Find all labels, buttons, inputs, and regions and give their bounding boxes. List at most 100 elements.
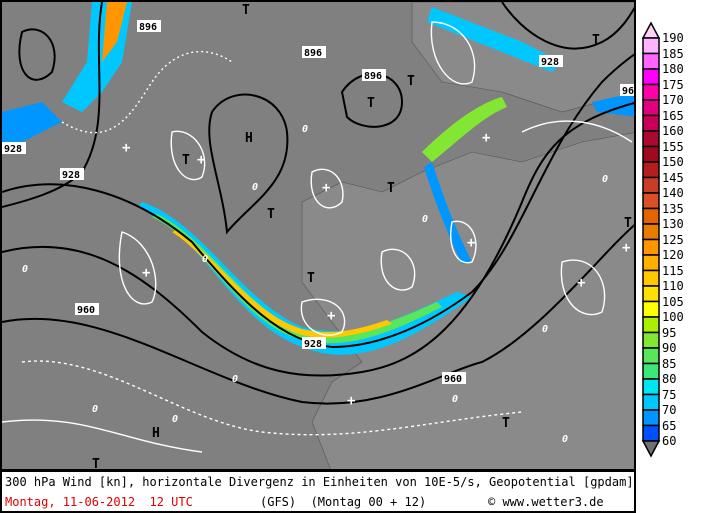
pressure-label: 960 xyxy=(77,305,95,316)
low-pressure-marker: T xyxy=(267,207,275,222)
legend-cell xyxy=(642,145,660,163)
pressure-label: 928 xyxy=(304,339,322,350)
legend-cell xyxy=(642,347,660,365)
pressure-label: 960 xyxy=(444,374,462,385)
map-labels: 896 896 896 928 928 928 928 960 960 960 T T T T T T T T T T… xyxy=(2,3,636,469)
divergence-zero-label: 0 xyxy=(452,394,458,405)
jet-band-core xyxy=(172,230,392,338)
legend-cell xyxy=(642,223,660,241)
divergence-zero-label: 0 xyxy=(602,174,608,185)
legend-label: 70 xyxy=(662,403,677,417)
legend-cell xyxy=(642,409,660,427)
legend-label: 180 xyxy=(662,62,684,76)
divergence-zero-label: 0 xyxy=(302,124,308,135)
pressure-label-bg xyxy=(302,337,326,349)
legend-label: 165 xyxy=(662,108,684,123)
divergence-zero-label: 0 xyxy=(202,254,208,265)
pressure-label-bg xyxy=(620,84,634,96)
low-pressure-marker: T xyxy=(307,271,315,286)
low-pressure-marker: T xyxy=(367,96,375,111)
legend-cell xyxy=(642,300,660,318)
jet-band-left xyxy=(2,102,62,142)
jet-band-e xyxy=(592,92,634,117)
map-area: 896 896 896 928 928 928 928 960 960 960 T T T T T T T T T T… xyxy=(0,0,636,471)
jet-band-topleft-core xyxy=(102,2,127,62)
legend-cell xyxy=(642,331,660,349)
pressure-label: 928 xyxy=(62,170,80,181)
legend-cell xyxy=(642,99,660,117)
wind-speed-legend: 190 185 180 175 170 165 160 155 150 145 140 135 130 1… xyxy=(636,0,704,471)
jet-band-outer xyxy=(137,202,472,355)
divergence-zero-label: 0 xyxy=(542,324,548,335)
caption-box: 300 hPa Wind [kn], horizontale Divergenz… xyxy=(0,470,636,513)
divergence-plus-marker: + xyxy=(622,240,630,256)
legend-cell xyxy=(642,254,660,272)
pressure-label-bg xyxy=(362,69,386,81)
divergence-plus-marker: + xyxy=(142,265,150,281)
jet-band-north xyxy=(422,97,507,162)
legend-label: 95 xyxy=(662,325,677,340)
divergence-plus-marker: + xyxy=(467,235,475,251)
divergence-zero-label: 0 xyxy=(232,374,238,385)
legend-label: 140 xyxy=(662,186,684,200)
legend-label: 135 xyxy=(662,201,684,216)
legend-label: 65 xyxy=(662,418,677,433)
legend-cell xyxy=(642,285,660,303)
legend-label: 130 xyxy=(662,217,684,231)
pressure-label-bg xyxy=(442,372,466,384)
legend-colorbar xyxy=(641,21,661,458)
divergence-zero-label: 0 xyxy=(92,404,98,415)
pressure-label: 896 xyxy=(139,22,157,33)
legend-cell xyxy=(642,362,660,380)
legend-cell xyxy=(642,238,660,256)
jet-band-ne xyxy=(427,7,562,72)
legend-label: 60 xyxy=(662,434,677,448)
legend-label: 160 xyxy=(662,124,684,138)
chart-description: 300 hPa Wind [kn], horizontale Divergenz… xyxy=(5,475,634,489)
legend-cell xyxy=(642,114,660,132)
divergence-plus-marker: + xyxy=(482,130,490,146)
legend-label: 100 xyxy=(662,310,684,324)
low-pressure-marker: T xyxy=(592,33,600,48)
low-pressure-marker: T xyxy=(407,74,415,89)
copyright-link[interactable]: © www.wetter3.de xyxy=(488,495,604,509)
high-pressure-marker: H xyxy=(152,426,160,441)
pressure-label: 896 xyxy=(364,71,382,82)
pressure-label-bg xyxy=(137,20,161,32)
valid-date: Montag, 11-06-2012 12 UTC xyxy=(5,495,193,509)
legend-cell xyxy=(642,130,660,148)
pressure-label: 896 xyxy=(304,48,322,59)
legend-cell xyxy=(642,83,660,101)
divergence-contours xyxy=(2,21,633,453)
legend-cell xyxy=(642,161,660,179)
legend-label: 120 xyxy=(662,248,684,262)
high-pressure-marker: H xyxy=(245,131,253,146)
pressure-label: 960 xyxy=(622,86,636,97)
model-run: (GFS) (Montag 00 + 12) xyxy=(260,495,427,509)
legend-label: 75 xyxy=(662,387,677,402)
pressure-label: 928 xyxy=(541,57,559,68)
legend-cell xyxy=(642,37,660,55)
legend-cell xyxy=(642,176,660,194)
divergence-plus-marker: + xyxy=(122,140,130,156)
legend-label: 90 xyxy=(662,341,677,355)
map-svg: 896 896 896 928 928 928 928 960 960 960 T T T T T T T T T T… xyxy=(2,2,636,469)
divergence-zero-label: 0 xyxy=(252,182,258,193)
geopotential-contours xyxy=(2,2,634,405)
legend-cell xyxy=(642,68,660,86)
low-pressure-marker: T xyxy=(242,3,250,18)
pressure-label-bg xyxy=(2,142,26,154)
divergence-zero-label: 0 xyxy=(172,414,178,425)
low-pressure-marker: T xyxy=(502,416,510,431)
pressure-label-bg xyxy=(60,168,84,180)
legend-below-triangle xyxy=(641,440,661,458)
legend-above-triangle xyxy=(641,21,661,39)
pressure-label: 928 xyxy=(4,144,22,155)
legend-cell xyxy=(642,393,660,411)
legend-label: 155 xyxy=(662,139,684,154)
pressure-label-bg xyxy=(539,55,563,67)
legend-label: 115 xyxy=(662,263,684,278)
legend-label: 185 xyxy=(662,46,684,61)
divergence-plus-marker: + xyxy=(197,152,205,168)
